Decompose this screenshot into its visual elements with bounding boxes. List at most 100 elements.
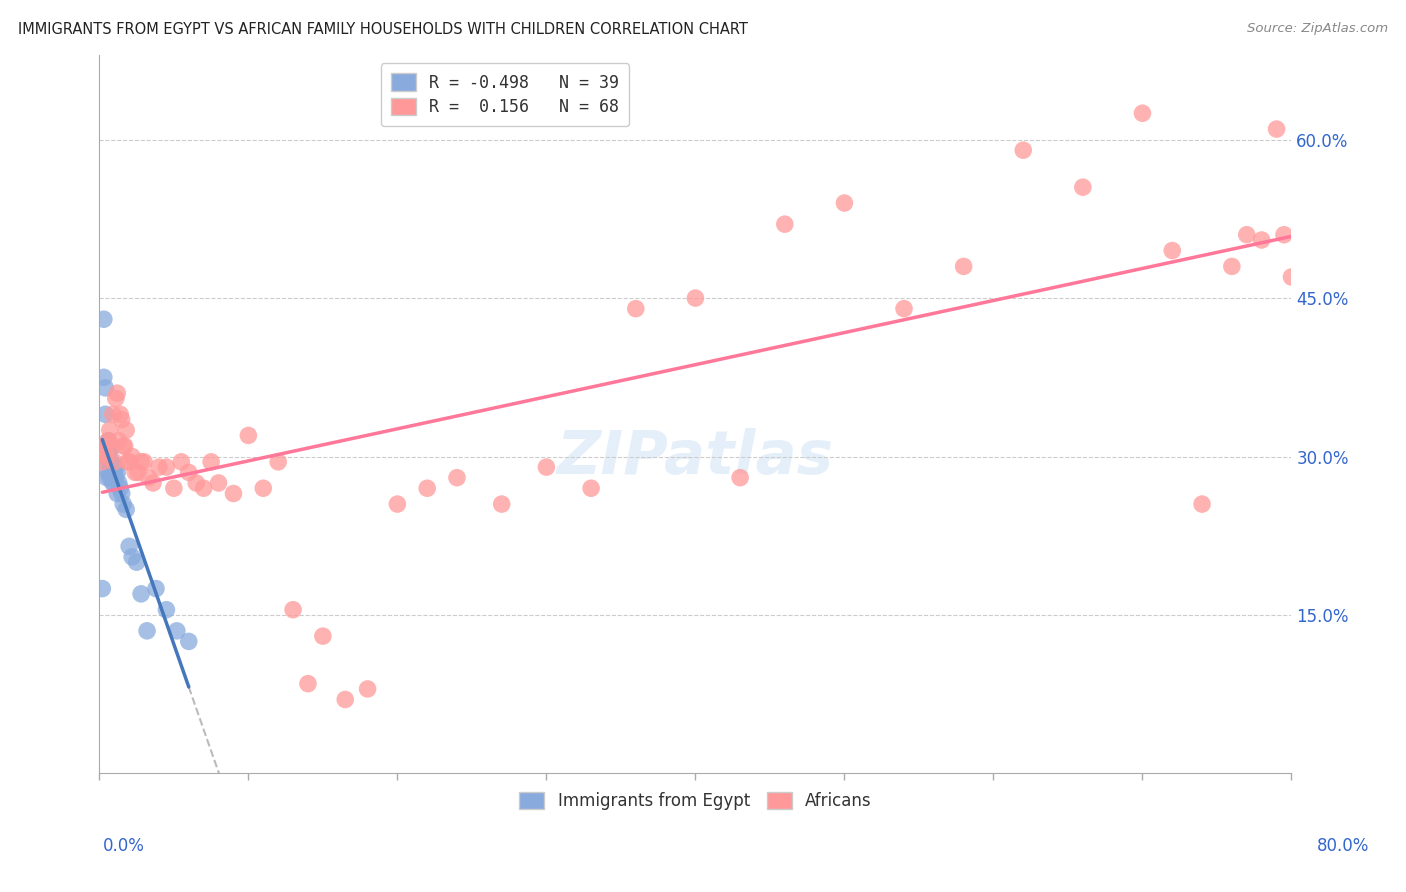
Point xyxy=(104,471,127,485)
Point xyxy=(94,381,117,395)
Point xyxy=(267,455,290,469)
Point xyxy=(115,502,138,516)
Point xyxy=(121,549,143,564)
Point xyxy=(96,439,118,453)
Point xyxy=(1272,227,1295,242)
Point xyxy=(103,455,125,469)
Point xyxy=(117,455,139,469)
Point xyxy=(1012,143,1035,157)
Point xyxy=(536,460,558,475)
Text: 0.0%: 0.0% xyxy=(103,837,145,855)
Point xyxy=(166,624,188,638)
Point xyxy=(105,486,128,500)
Point xyxy=(1281,270,1303,285)
Point xyxy=(281,603,304,617)
Point xyxy=(111,486,134,500)
Text: 80.0%: 80.0% xyxy=(1316,837,1369,855)
Point xyxy=(132,455,155,469)
Point xyxy=(97,466,120,480)
Point xyxy=(834,196,856,211)
Point xyxy=(110,481,132,495)
Point xyxy=(104,460,127,475)
Point xyxy=(170,455,193,469)
Point xyxy=(129,455,152,469)
Point xyxy=(96,455,118,469)
Text: IMMIGRANTS FROM EGYPT VS AFRICAN FAMILY HOUSEHOLDS WITH CHILDREN CORRELATION CHA: IMMIGRANTS FROM EGYPT VS AFRICAN FAMILY … xyxy=(18,22,748,37)
Point xyxy=(155,460,177,475)
Point xyxy=(112,497,135,511)
Point xyxy=(1161,244,1184,258)
Point xyxy=(952,260,974,274)
Point xyxy=(491,497,513,511)
Point xyxy=(222,486,245,500)
Point xyxy=(118,455,141,469)
Point xyxy=(101,475,124,490)
Point xyxy=(110,407,132,421)
Point xyxy=(98,455,121,469)
Point xyxy=(112,439,135,453)
Point xyxy=(121,450,143,464)
Point xyxy=(107,434,129,448)
Point xyxy=(155,603,177,617)
Point xyxy=(105,466,128,480)
Point xyxy=(416,481,439,495)
Point xyxy=(93,370,115,384)
Point xyxy=(446,471,468,485)
Point xyxy=(579,481,602,495)
Point xyxy=(728,471,751,485)
Point xyxy=(124,466,146,480)
Point xyxy=(98,444,121,458)
Point xyxy=(100,439,122,453)
Point xyxy=(312,629,335,643)
Text: ZIPatlas: ZIPatlas xyxy=(557,428,834,487)
Point xyxy=(177,466,200,480)
Point xyxy=(129,587,152,601)
Point xyxy=(125,555,148,569)
Point xyxy=(893,301,915,316)
Point xyxy=(136,624,159,638)
Point xyxy=(103,475,125,490)
Point xyxy=(1191,497,1213,511)
Point xyxy=(238,428,260,442)
Point xyxy=(111,412,134,426)
Point xyxy=(1220,260,1243,274)
Point xyxy=(100,466,122,480)
Point xyxy=(1132,106,1154,120)
Point xyxy=(200,455,222,469)
Point xyxy=(96,450,118,464)
Point xyxy=(624,301,647,316)
Point xyxy=(115,423,138,437)
Point xyxy=(773,217,796,231)
Point xyxy=(100,455,122,469)
Point xyxy=(94,444,117,458)
Point xyxy=(97,434,120,448)
Point xyxy=(207,475,229,490)
Point xyxy=(177,634,200,648)
Point xyxy=(93,312,115,326)
Point xyxy=(97,450,120,464)
Point xyxy=(103,466,125,480)
Point xyxy=(105,386,128,401)
Point xyxy=(1071,180,1094,194)
Point xyxy=(163,481,186,495)
Point xyxy=(193,481,215,495)
Point xyxy=(186,475,208,490)
Text: Source: ZipAtlas.com: Source: ZipAtlas.com xyxy=(1247,22,1388,36)
Point xyxy=(98,471,121,485)
Point xyxy=(142,475,165,490)
Point xyxy=(101,460,124,475)
Point xyxy=(145,582,167,596)
Point xyxy=(98,423,121,437)
Point xyxy=(127,466,149,480)
Point xyxy=(148,460,170,475)
Point xyxy=(93,439,115,453)
Point xyxy=(252,481,274,495)
Point xyxy=(100,439,122,453)
Point xyxy=(91,582,114,596)
Point xyxy=(335,692,357,706)
Point xyxy=(104,392,127,406)
Point xyxy=(96,471,118,485)
Point xyxy=(101,407,124,421)
Point xyxy=(356,681,378,696)
Point xyxy=(114,439,136,453)
